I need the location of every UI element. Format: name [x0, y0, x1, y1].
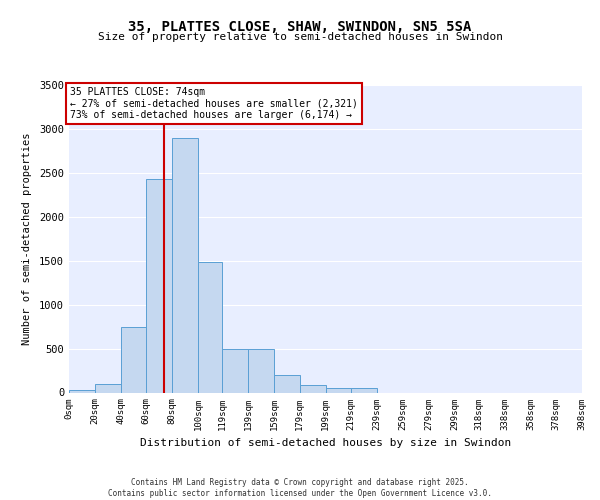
Bar [172, 138, 198, 392]
Bar [248, 348, 274, 393]
Bar [300, 384, 325, 392]
Bar [198, 262, 223, 392]
Text: 35, PLATTES CLOSE, SHAW, SWINDON, SN5 5SA: 35, PLATTES CLOSE, SHAW, SWINDON, SN5 5S… [128, 20, 472, 34]
Y-axis label: Number of semi-detached properties: Number of semi-detached properties [22, 132, 32, 345]
Bar [351, 388, 377, 392]
Bar [146, 179, 172, 392]
X-axis label: Distribution of semi-detached houses by size in Swindon: Distribution of semi-detached houses by … [140, 438, 511, 448]
Bar [274, 375, 300, 392]
Bar [121, 326, 146, 392]
Text: Size of property relative to semi-detached houses in Swindon: Size of property relative to semi-detach… [97, 32, 503, 42]
Bar [223, 350, 248, 393]
Bar [69, 390, 95, 392]
Bar [95, 384, 121, 392]
Text: 35 PLATTES CLOSE: 74sqm
← 27% of semi-detached houses are smaller (2,321)
73% of: 35 PLATTES CLOSE: 74sqm ← 27% of semi-de… [70, 87, 358, 120]
Text: Contains HM Land Registry data © Crown copyright and database right 2025.
Contai: Contains HM Land Registry data © Crown c… [108, 478, 492, 498]
Bar [325, 388, 351, 392]
